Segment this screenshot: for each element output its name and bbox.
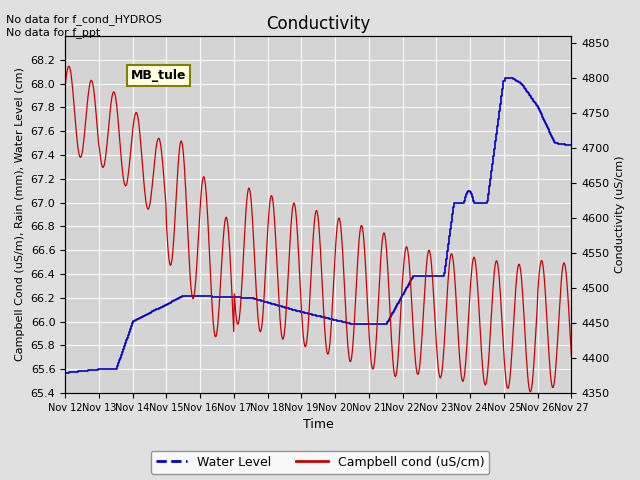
Y-axis label: Conductivity (uS/cm): Conductivity (uS/cm) — [615, 156, 625, 273]
Title: Conductivity: Conductivity — [266, 15, 371, 33]
Text: MB_tule: MB_tule — [131, 69, 186, 82]
Text: No data for f_cond_HYDROS
No data for f_ppt: No data for f_cond_HYDROS No data for f_… — [6, 14, 163, 38]
Y-axis label: Campbell Cond (uS/m), Rain (mm), Water Level (cm): Campbell Cond (uS/m), Rain (mm), Water L… — [15, 68, 25, 361]
Legend: Water Level, Campbell cond (uS/cm): Water Level, Campbell cond (uS/cm) — [151, 451, 489, 474]
X-axis label: Time: Time — [303, 419, 333, 432]
